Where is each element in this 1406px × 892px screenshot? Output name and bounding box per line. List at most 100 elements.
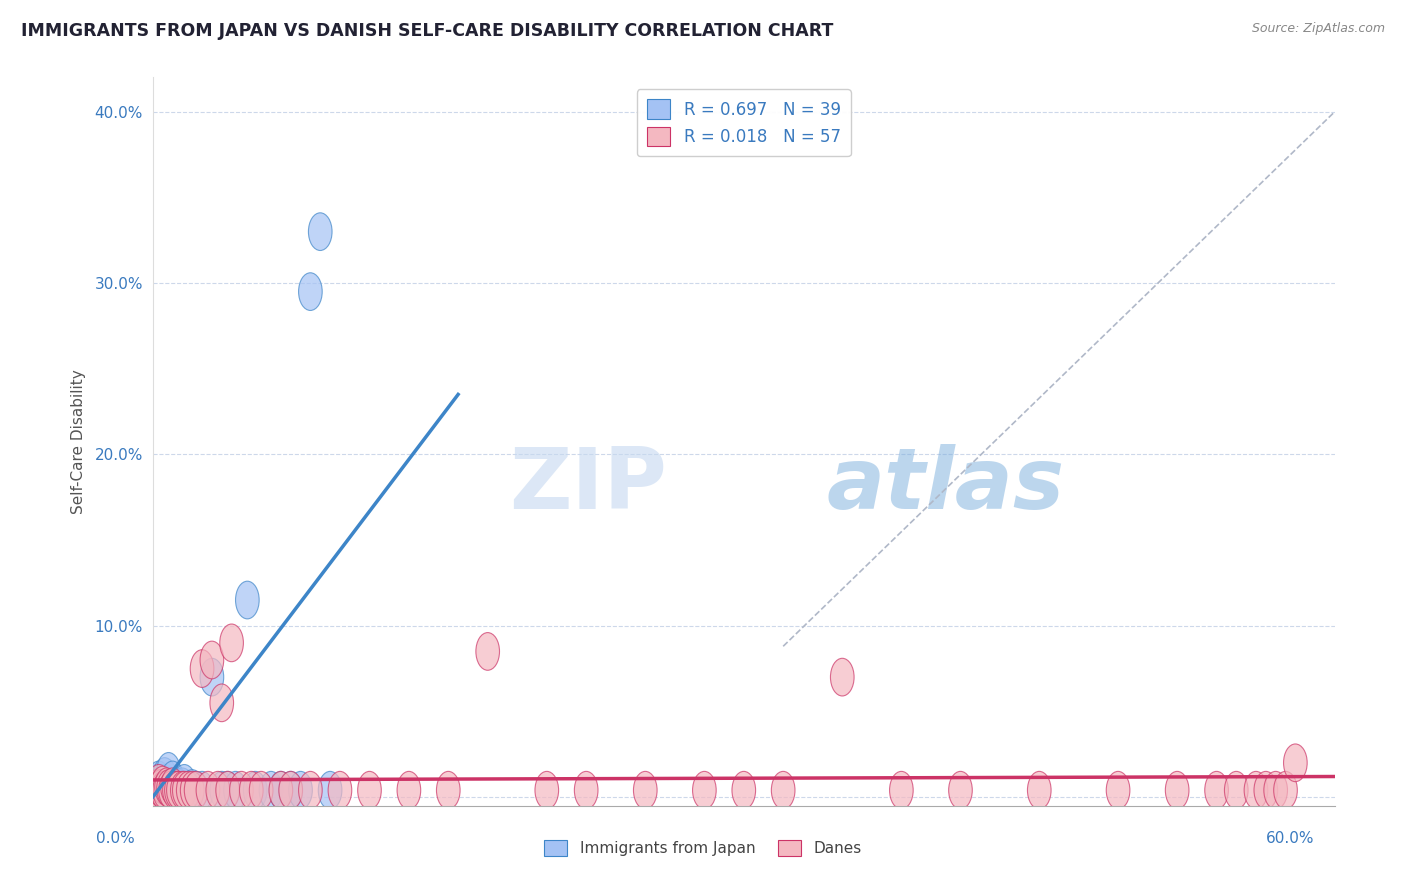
Ellipse shape (163, 772, 186, 809)
Ellipse shape (145, 773, 169, 811)
Ellipse shape (170, 772, 194, 809)
Ellipse shape (436, 772, 460, 809)
Ellipse shape (259, 772, 283, 809)
Ellipse shape (1254, 772, 1278, 809)
Ellipse shape (278, 772, 302, 809)
Ellipse shape (288, 772, 312, 809)
Ellipse shape (173, 772, 195, 809)
Ellipse shape (318, 772, 342, 809)
Ellipse shape (180, 770, 204, 807)
Ellipse shape (207, 772, 229, 809)
Ellipse shape (1166, 772, 1189, 809)
Ellipse shape (733, 772, 755, 809)
Legend: Immigrants from Japan, Danes: Immigrants from Japan, Danes (538, 834, 868, 862)
Ellipse shape (156, 768, 180, 805)
Ellipse shape (298, 273, 322, 310)
Ellipse shape (209, 684, 233, 722)
Ellipse shape (146, 764, 170, 802)
Ellipse shape (1107, 772, 1130, 809)
Ellipse shape (184, 772, 208, 809)
Ellipse shape (170, 768, 194, 805)
Ellipse shape (184, 772, 208, 809)
Ellipse shape (159, 772, 183, 809)
Ellipse shape (831, 658, 853, 696)
Ellipse shape (150, 766, 174, 804)
Ellipse shape (328, 772, 352, 809)
Ellipse shape (160, 761, 184, 799)
Ellipse shape (165, 772, 188, 809)
Ellipse shape (176, 772, 200, 809)
Ellipse shape (1028, 772, 1052, 809)
Ellipse shape (156, 753, 180, 790)
Ellipse shape (308, 213, 332, 251)
Ellipse shape (396, 772, 420, 809)
Ellipse shape (153, 757, 176, 796)
Ellipse shape (156, 770, 180, 807)
Ellipse shape (1244, 772, 1268, 809)
Legend: R = 0.697   N = 39, R = 0.018   N = 57: R = 0.697 N = 39, R = 0.018 N = 57 (637, 89, 851, 156)
Ellipse shape (534, 772, 558, 809)
Text: ZIP: ZIP (509, 443, 666, 527)
Ellipse shape (150, 772, 174, 809)
Text: Source: ZipAtlas.com: Source: ZipAtlas.com (1251, 22, 1385, 36)
Ellipse shape (249, 772, 273, 809)
Ellipse shape (176, 772, 200, 809)
Ellipse shape (149, 770, 173, 807)
Ellipse shape (180, 772, 204, 809)
Y-axis label: Self-Care Disability: Self-Care Disability (72, 369, 86, 514)
Ellipse shape (575, 772, 598, 809)
Ellipse shape (159, 772, 183, 809)
Ellipse shape (190, 772, 214, 809)
Ellipse shape (160, 770, 184, 807)
Ellipse shape (160, 768, 184, 805)
Ellipse shape (269, 772, 292, 809)
Ellipse shape (146, 772, 170, 809)
Ellipse shape (149, 770, 173, 807)
Ellipse shape (153, 770, 176, 807)
Text: 0.0%: 0.0% (96, 831, 135, 846)
Ellipse shape (200, 641, 224, 679)
Ellipse shape (155, 768, 179, 805)
Ellipse shape (190, 649, 214, 688)
Ellipse shape (236, 582, 259, 619)
Ellipse shape (143, 770, 166, 807)
Ellipse shape (146, 761, 170, 799)
Ellipse shape (229, 772, 253, 809)
Ellipse shape (357, 772, 381, 809)
Ellipse shape (173, 764, 195, 802)
Ellipse shape (150, 764, 174, 802)
Ellipse shape (1264, 772, 1288, 809)
Ellipse shape (219, 624, 243, 662)
Ellipse shape (298, 772, 322, 809)
Ellipse shape (772, 772, 794, 809)
Ellipse shape (166, 772, 190, 809)
Ellipse shape (475, 632, 499, 670)
Ellipse shape (1205, 772, 1229, 809)
Ellipse shape (217, 772, 239, 809)
Ellipse shape (278, 772, 302, 809)
Ellipse shape (145, 770, 169, 807)
Ellipse shape (217, 772, 239, 809)
Ellipse shape (890, 772, 912, 809)
Text: atlas: atlas (827, 443, 1064, 527)
Ellipse shape (195, 772, 219, 809)
Ellipse shape (145, 764, 169, 802)
Ellipse shape (146, 772, 170, 809)
Ellipse shape (243, 772, 267, 809)
Ellipse shape (169, 770, 193, 807)
Ellipse shape (155, 772, 179, 809)
Ellipse shape (209, 772, 233, 809)
Ellipse shape (166, 772, 190, 809)
Ellipse shape (269, 772, 292, 809)
Ellipse shape (153, 772, 176, 809)
Text: IMMIGRANTS FROM JAPAN VS DANISH SELF-CARE DISABILITY CORRELATION CHART: IMMIGRANTS FROM JAPAN VS DANISH SELF-CAR… (21, 22, 834, 40)
Ellipse shape (165, 768, 188, 805)
Ellipse shape (150, 773, 174, 811)
Ellipse shape (693, 772, 716, 809)
Ellipse shape (1274, 772, 1298, 809)
Ellipse shape (163, 772, 186, 809)
Ellipse shape (949, 772, 973, 809)
Ellipse shape (143, 772, 166, 809)
Ellipse shape (239, 772, 263, 809)
Ellipse shape (634, 772, 657, 809)
